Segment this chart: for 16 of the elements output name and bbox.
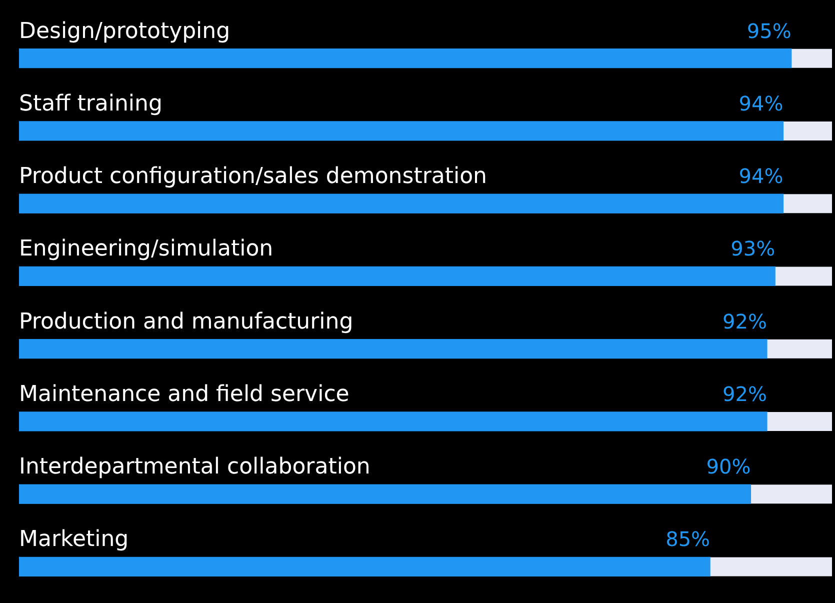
data-label: 94%	[738, 91, 784, 116]
data-label: 93%	[730, 236, 776, 261]
y-tick-label: Engineering/simulation	[19, 236, 274, 262]
y-tick-label: Staff training	[19, 91, 162, 116]
data-label: 92%	[722, 309, 767, 334]
y-tick-label: Production and manufacturing	[19, 309, 354, 334]
data-label: 92%	[722, 382, 767, 406]
y-tick-label: Product configuration/sales demonstration	[19, 164, 488, 190]
y-tick-label: Design/prototyping	[19, 18, 230, 44]
y-tick-label: Interdepartmental collaboration	[19, 454, 370, 480]
data-label: 94%	[738, 164, 784, 188]
data-label: 95%	[746, 18, 792, 43]
data-label: 90%	[706, 454, 751, 479]
y-tick-label: Maintenance and field service	[19, 382, 350, 407]
y-tick-label: Marketing	[19, 527, 129, 552]
data-label: 85%	[666, 527, 710, 552]
